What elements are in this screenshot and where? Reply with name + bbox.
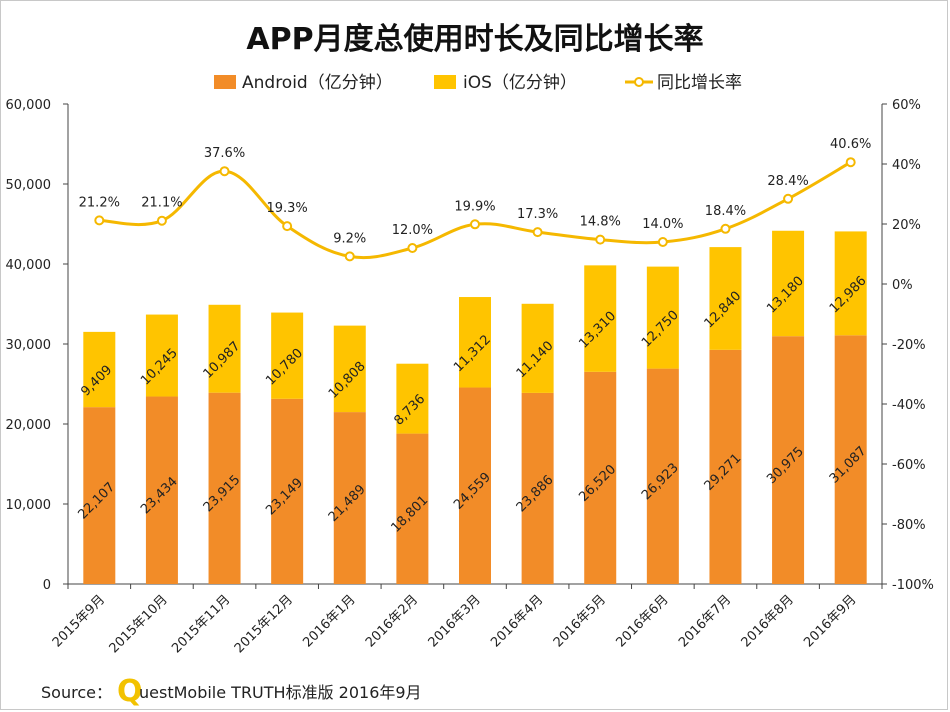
growth-rate-label: 28.4% xyxy=(767,174,808,189)
y2-tick-label: 40% xyxy=(892,158,921,173)
bar-ios xyxy=(271,312,304,399)
growth-rate-label: 17.3% xyxy=(517,207,558,222)
bar-ios xyxy=(646,266,679,369)
y-tick-label: 0 xyxy=(43,578,51,593)
growth-rate-point xyxy=(783,193,794,204)
category-label: 2016年5月 xyxy=(551,592,609,650)
growth-rate-label: 21.2% xyxy=(79,195,120,210)
category-label: 2016年6月 xyxy=(613,592,671,650)
growth-rate-point xyxy=(657,237,668,247)
growth-rate-label: 9.2% xyxy=(333,231,366,246)
growth-rate-label: 19.3% xyxy=(266,201,307,216)
growth-rate-label: 18.4% xyxy=(705,204,746,219)
bar-android xyxy=(396,433,429,584)
legend-swatch-ios xyxy=(434,75,456,89)
category-label: 2016年1月 xyxy=(300,592,358,650)
growth-rate-point xyxy=(94,215,105,226)
category-label: 2016年3月 xyxy=(426,592,484,650)
axes: 0 10,000 20,000 30,000 40,000 50,000 60,000 -10… xyxy=(6,98,934,593)
bar-android xyxy=(208,392,241,584)
bar-ios xyxy=(584,265,617,372)
legend-label-growth: 同比增长率 xyxy=(657,73,742,93)
y2-tick-label: -60% xyxy=(892,458,926,473)
bar-android xyxy=(271,398,304,584)
bar-ios xyxy=(521,303,554,393)
bar-ios xyxy=(834,231,867,336)
y2-tick-label: -20% xyxy=(892,338,926,353)
y2-tick-label: 60% xyxy=(892,98,921,113)
bar-android xyxy=(709,349,742,584)
bar-ios xyxy=(396,363,429,434)
growth-rate-label: 14.8% xyxy=(580,215,621,230)
category-label: 2015年12月 xyxy=(232,592,296,656)
category-label: 2016年8月 xyxy=(739,592,797,650)
bar-android xyxy=(772,336,805,584)
legend-label-android: Android（亿分钟） xyxy=(242,73,393,93)
growth-rate-label: 12.0% xyxy=(392,223,433,238)
growth-rate-point xyxy=(219,166,230,177)
chart-title: APP月度总使用时长及同比增长率 xyxy=(246,22,703,57)
bar-ios xyxy=(709,247,742,350)
growth-rate-point xyxy=(470,219,480,230)
y-tick-label: 10,000 xyxy=(6,498,52,513)
bar-ios xyxy=(772,230,805,337)
y2-tick-label: 20% xyxy=(892,218,921,233)
growth-rate-point xyxy=(344,251,355,262)
growth-rate-point xyxy=(720,223,731,234)
source-logo-letter: Q xyxy=(117,674,143,709)
growth-rate-label: 40.6% xyxy=(830,137,871,152)
growth-rate-line-group: 21.2% 21.1% 37.6% 19.3% 9.2% 12.0% 19.9% 17.3% 1… xyxy=(79,137,871,262)
category-label: 2015年10月 xyxy=(107,592,171,656)
bar-android xyxy=(145,396,178,584)
growth-rate-point xyxy=(532,227,543,238)
bar-android xyxy=(333,412,366,584)
growth-rate-point xyxy=(407,243,418,253)
bar-ios xyxy=(333,325,366,413)
bar-ios xyxy=(459,297,491,388)
legend-marker-growth xyxy=(634,77,644,87)
y2-tick-label: 0% xyxy=(892,278,913,293)
growth-rate-label: 37.6% xyxy=(204,146,245,161)
category-label: 2015年11月 xyxy=(169,592,233,656)
legend: Android（亿分钟） iOS（亿分钟） 同比增长率 xyxy=(214,73,742,93)
bar-android xyxy=(646,368,679,584)
y2-tick-label: -80% xyxy=(892,518,926,533)
category-label: 2016年4月 xyxy=(488,592,546,650)
growth-rate-point xyxy=(845,157,856,168)
growth-rate-label: 19.9% xyxy=(454,199,495,214)
y-tick-label: 40,000 xyxy=(6,258,52,273)
y-tick-label: 30,000 xyxy=(6,338,52,353)
bars xyxy=(83,230,867,584)
growth-rate-point xyxy=(282,221,293,232)
bar-android xyxy=(584,371,617,584)
bar-android xyxy=(521,392,554,584)
y-tick-label: 50,000 xyxy=(6,178,52,193)
source-line: Source： Q uestMobile TRUTH标准版 2016年9月 xyxy=(41,674,422,709)
bar-ios xyxy=(145,314,178,397)
legend-swatch-android xyxy=(214,75,236,89)
bar-android xyxy=(83,407,116,584)
growth-rate-point xyxy=(156,215,167,226)
category-label: 2015年9月 xyxy=(50,592,108,650)
source-label: Source： xyxy=(41,683,112,702)
bar-ios xyxy=(83,331,116,408)
growth-rate-point xyxy=(595,234,606,245)
category-label: 2016年9月 xyxy=(801,592,859,650)
bar-android xyxy=(834,335,867,584)
y2-tick-label: -100% xyxy=(892,578,934,593)
bar-android xyxy=(459,387,491,584)
legend-label-ios: iOS（亿分钟） xyxy=(463,73,577,93)
bar-ios xyxy=(208,304,241,393)
growth-rate-label: 21.1% xyxy=(141,196,182,211)
category-label: 2016年7月 xyxy=(676,592,734,650)
y-tick-label: 20,000 xyxy=(6,418,52,433)
y2-tick-label: -40% xyxy=(892,398,926,413)
source-text: uestMobile TRUTH标准版 2016年9月 xyxy=(139,683,422,702)
y-tick-label: 60,000 xyxy=(6,98,52,113)
growth-rate-label: 14.0% xyxy=(642,217,683,232)
category-label: 2016年2月 xyxy=(363,592,421,650)
